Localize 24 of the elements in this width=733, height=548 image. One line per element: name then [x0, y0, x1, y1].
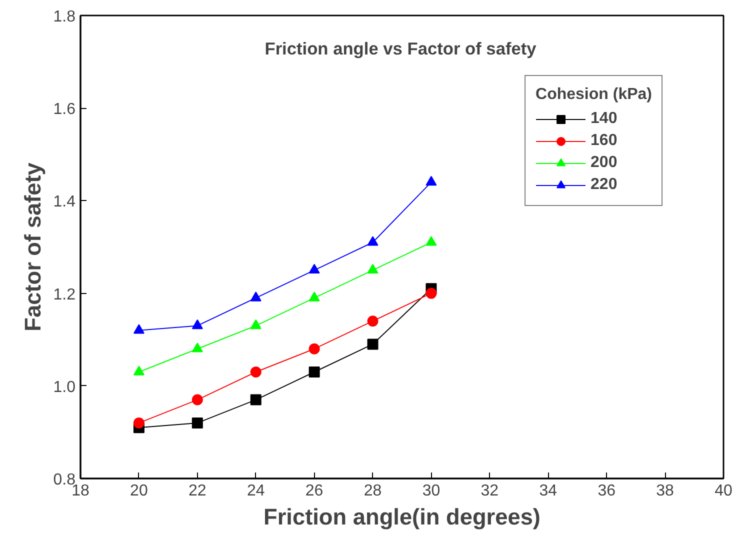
y-tick-label: 1.6 — [53, 101, 76, 118]
legend-title: Cohesion (kPa) — [536, 86, 652, 104]
x-tick-label: 40 — [714, 482, 732, 500]
x-tick-label: 26 — [305, 482, 324, 500]
x-tick-label: 20 — [130, 482, 148, 500]
x-tick-label: 36 — [598, 482, 616, 500]
x-tick-label: 34 — [539, 482, 558, 500]
x-tick-label: 38 — [656, 482, 674, 500]
y-tick-label: 1.0 — [53, 378, 76, 396]
legend-label: 140 — [590, 110, 618, 128]
x-tick-label: 22 — [188, 482, 206, 500]
y-tick-label: 1.8 — [53, 8, 76, 26]
legend-label: 200 — [590, 154, 618, 172]
y-tick-label: 1.4 — [53, 194, 76, 211]
text: Friction angle vs Factor of safety — [264, 38, 537, 58]
legend-label: 220 — [590, 176, 618, 194]
x-tick-label: 30 — [422, 482, 440, 500]
y-tick-label: 1.2 — [53, 286, 76, 304]
x-axis-title: Friction angle(in degrees) — [264, 504, 540, 530]
legend-label: 160 — [590, 132, 618, 150]
x-tick-label: 28 — [364, 482, 382, 500]
x-tick-label: 32 — [480, 482, 499, 500]
x-tick-label: 24 — [246, 482, 265, 500]
y-axis-title: Factor of safety — [19, 162, 46, 332]
